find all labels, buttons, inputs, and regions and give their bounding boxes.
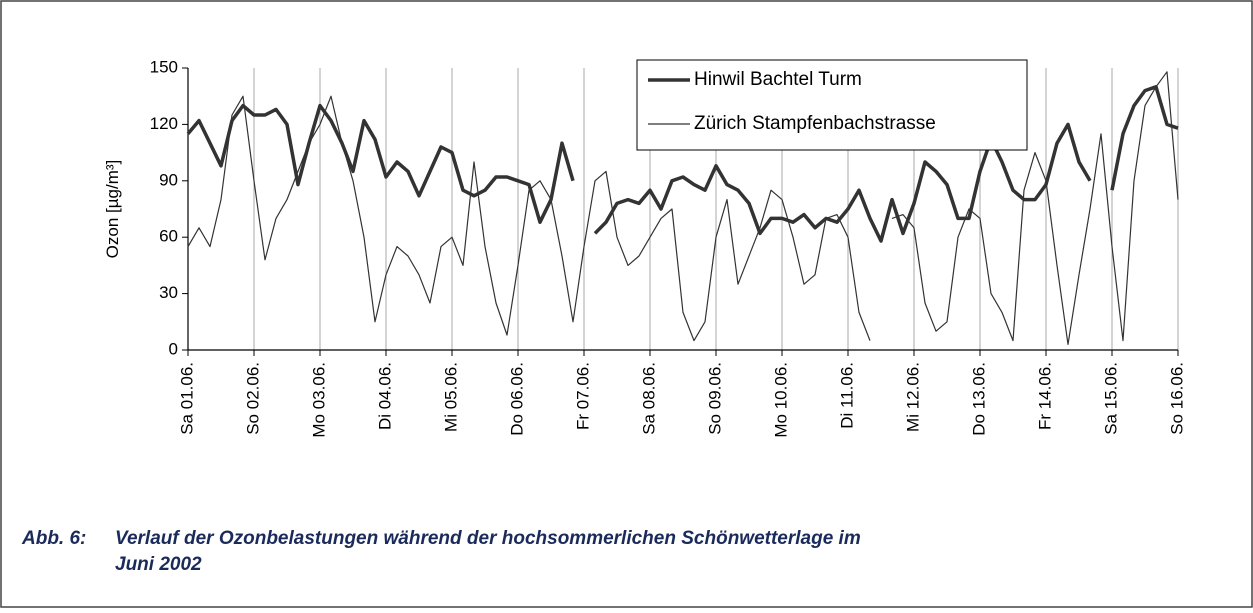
x-tick-label: Do 13.06. (969, 362, 988, 436)
caption-label: Abb. 6: (21, 528, 86, 549)
y-axis-label: Ozon [µg/m³] (103, 160, 122, 259)
x-tick-label: Sa 15.06. (1101, 362, 1120, 435)
x-tick-label: Sa 08.06. (639, 362, 658, 435)
x-tick-label: Mi 05.06. (441, 362, 460, 432)
x-tick-label: So 16.06. (1167, 362, 1186, 435)
series-line (186, 85, 1179, 243)
y-tick-label: 150 (150, 57, 178, 76)
legend-label: Hinwil Bachtel Turm (694, 69, 862, 90)
y-tick-label: 30 (159, 283, 178, 302)
y-tick-label: 120 (150, 114, 178, 133)
x-tick-label: Fr 14.06. (1035, 362, 1054, 430)
x-tick-label: Mi 12.06. (903, 362, 922, 432)
x-tick-label: Fr 07.06. (573, 362, 592, 430)
y-tick-label: 60 (159, 227, 178, 246)
x-tick-label: So 09.06. (705, 362, 724, 435)
x-tick-label: Mo 10.06. (771, 362, 790, 438)
x-tick-label: Sa 01.06. (177, 362, 196, 435)
caption-line: Juni 2002 (115, 554, 202, 575)
y-tick-label: 90 (159, 170, 178, 189)
x-tick-label: Do 06.06. (507, 362, 526, 436)
x-tick-label: Di 04.06. (375, 362, 394, 430)
x-tick-label: Di 11.06. (837, 362, 856, 429)
x-tick-label: Mo 03.06. (309, 362, 328, 438)
y-tick-label: 0 (169, 339, 178, 358)
legend-box (636, 59, 1028, 151)
legend-label: Zürich Stampfenbachstrasse (694, 113, 936, 134)
x-tick-label: So 02.06. (243, 362, 262, 435)
caption-line: Verlauf der Ozonbelastungen während der … (115, 528, 861, 549)
